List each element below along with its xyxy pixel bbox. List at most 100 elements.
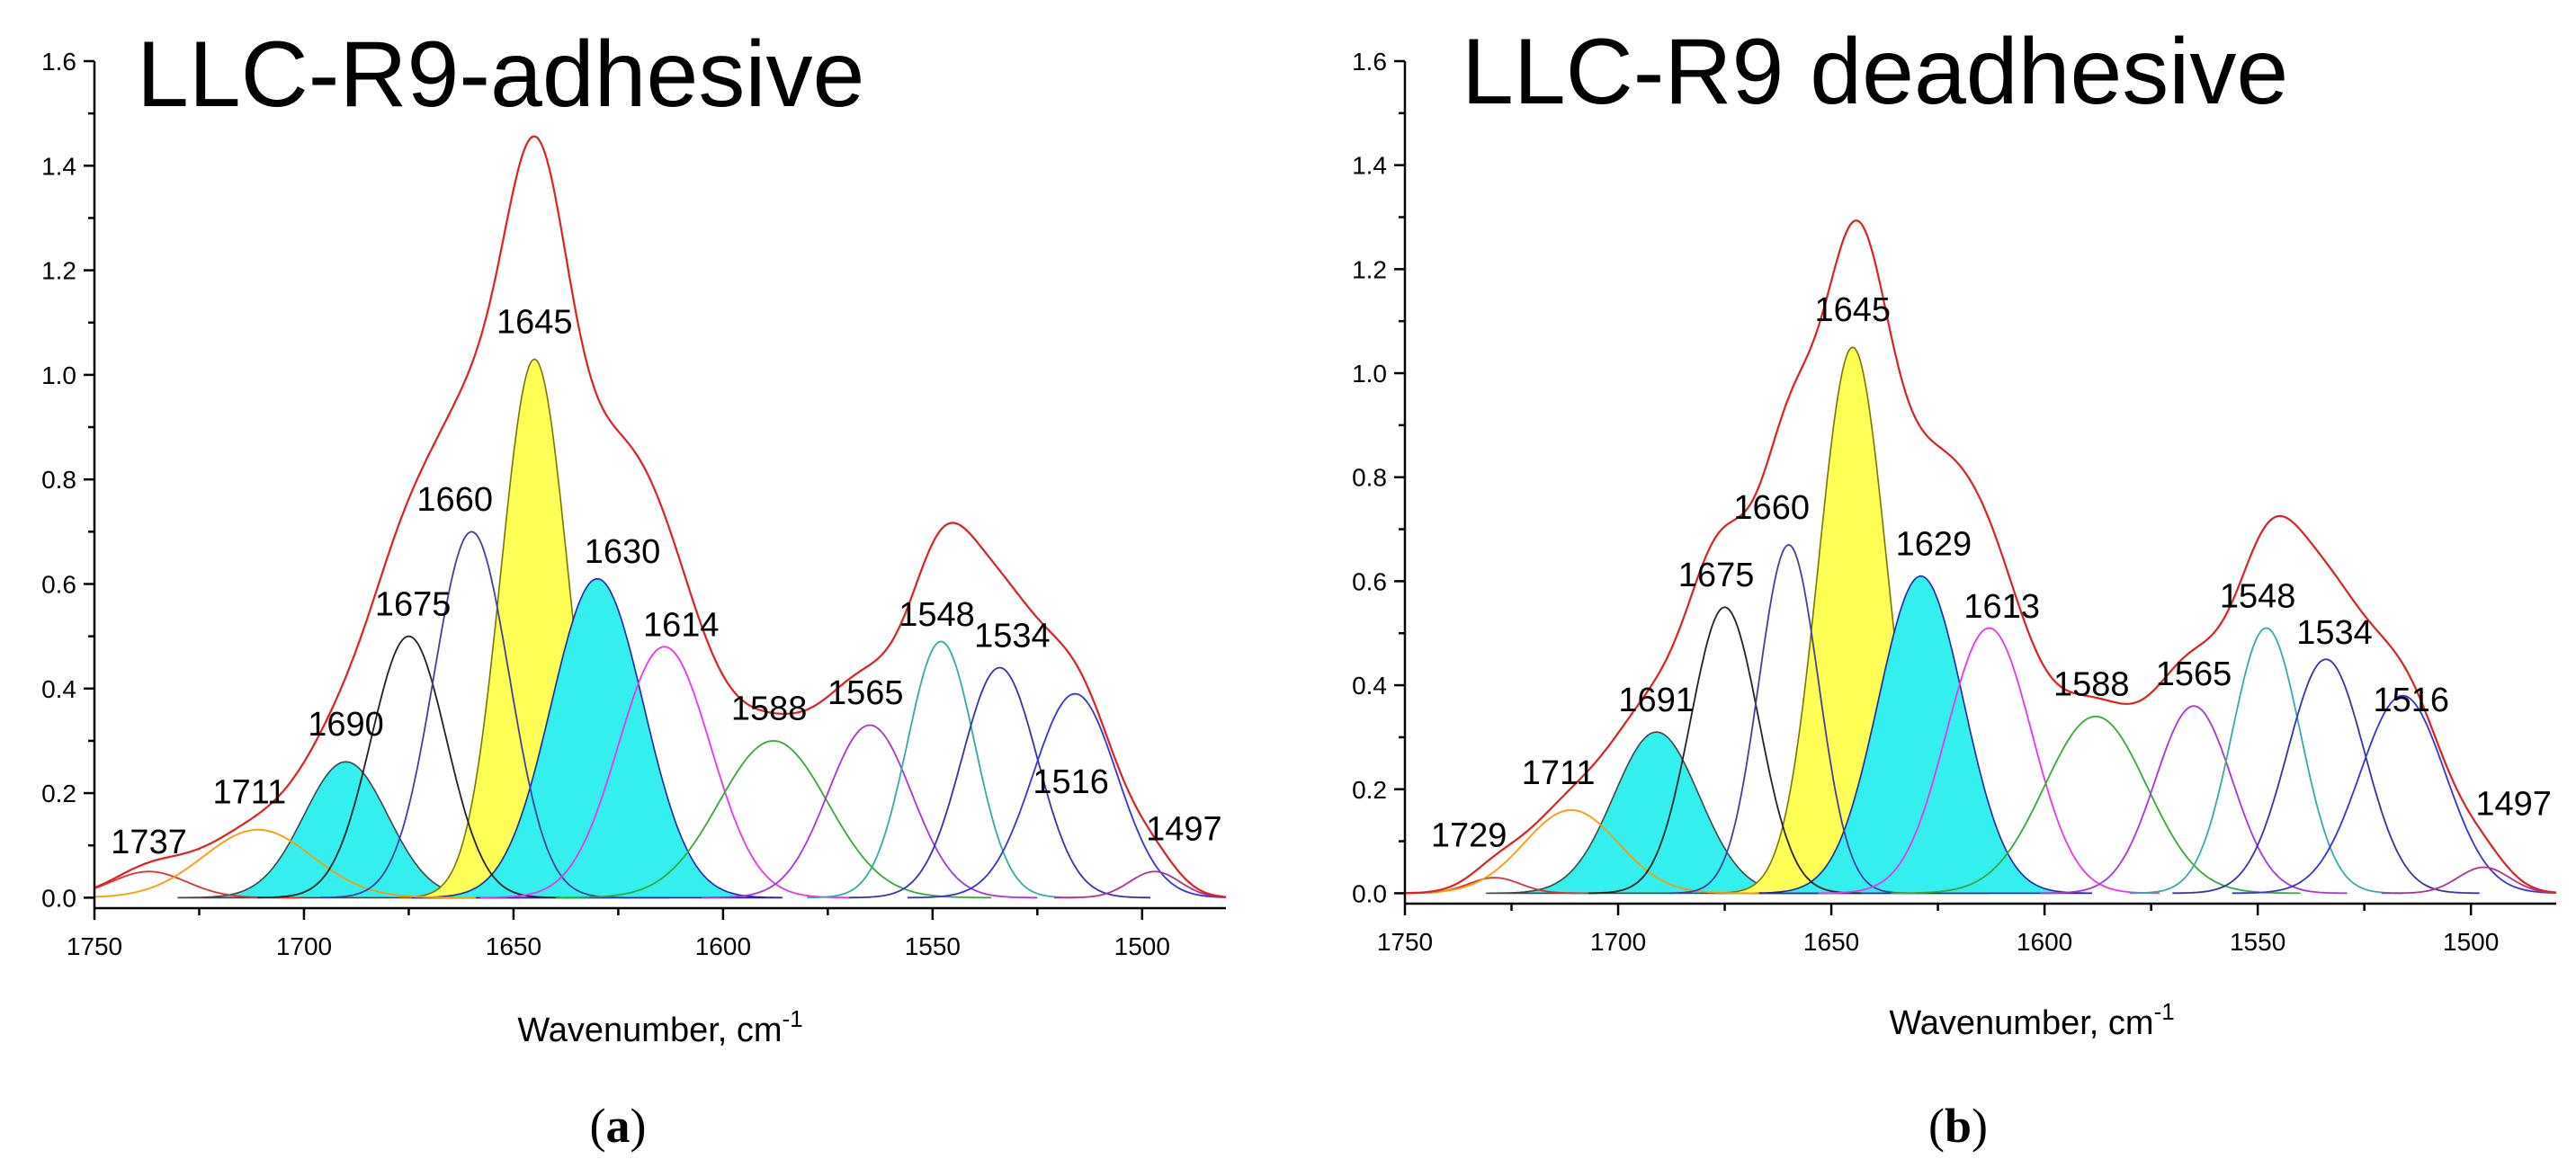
peak-label-1737: 1737 <box>111 824 187 861</box>
x-axis-label-text: Wavenumber, cm <box>1889 1004 2153 1042</box>
peak-1534-curve <box>848 666 1151 899</box>
peak-1630-fill <box>412 577 783 899</box>
peak-1565-curve <box>702 724 1038 899</box>
peak-1588-curve <box>555 739 992 899</box>
panel-label-letter: a <box>606 1099 631 1153</box>
peak-label-1534: 1534 <box>2296 614 2373 652</box>
y-tick-label: 0.4 <box>41 675 76 703</box>
panel-label-open: ( <box>1928 1099 1945 1153</box>
peak-1548-curve <box>2129 627 2403 895</box>
peak-label-1497: 1497 <box>1146 810 1222 848</box>
panel-label: (b) <box>1928 1099 1988 1153</box>
peak-label-1516: 1516 <box>2374 682 2450 719</box>
peak-label-1614: 1614 <box>643 607 720 645</box>
x-tick-label: 1700 <box>1590 928 1646 956</box>
peak-label-1565: 1565 <box>2156 655 2232 693</box>
x-axis-label: Wavenumber, cm-1 <box>517 1005 802 1049</box>
peak-1660-curve <box>1668 543 1909 895</box>
y-tick-label: 0.8 <box>41 466 76 494</box>
y-tick-label: 1.2 <box>41 257 76 285</box>
peak-label-1588: 1588 <box>2053 666 2130 704</box>
spectrum-chart-a: 0.0 0.2 0.4 0.6 0.8 1.0 1.2 1.4 1.6 1750 1700 1650 1… <box>41 22 1227 1153</box>
x-axis-label-superscript: -1 <box>783 1005 803 1032</box>
x-tick-label: 1650 <box>1803 928 1859 956</box>
y-tick-label: 1.0 <box>1352 360 1387 388</box>
panel-label-letter: b <box>1945 1099 1972 1153</box>
peak-1534-curve <box>2172 658 2480 895</box>
peak-label-1675: 1675 <box>1678 557 1755 594</box>
x-axis-label: Wavenumber, cm-1 <box>1889 998 2174 1042</box>
chart-panel-b: 0.0 0.2 0.4 0.6 0.8 1.0 1.2 1.4 1.6 1750 1700 1650 1… <box>1277 0 2576 1168</box>
peak-label-1645: 1645 <box>1815 291 1892 329</box>
peak-1548-curve <box>807 640 1076 899</box>
peak-1711-curve <box>94 828 476 899</box>
peak-1711-curve <box>1404 808 1759 895</box>
x-tick-label: 1500 <box>1114 932 1170 960</box>
x-tick-label: 1600 <box>695 932 751 960</box>
peak-label-1711: 1711 <box>213 774 287 812</box>
peak-label-1675: 1675 <box>375 585 452 623</box>
x-tick-label: 1500 <box>2443 928 2499 956</box>
y-tick-label: 1.4 <box>41 152 76 180</box>
envelope-curve <box>94 135 1227 898</box>
peak-1613-curve <box>1818 627 2160 895</box>
y-tick-label: 0.8 <box>1352 464 1387 492</box>
x-tick-label: 1600 <box>2017 928 2072 956</box>
panel-label-close: ) <box>631 1099 647 1153</box>
x-axis-label-superscript: -1 <box>2154 998 2175 1025</box>
peak-label-1497: 1497 <box>2475 786 2552 824</box>
x-tick-label: 1550 <box>2230 928 2285 956</box>
peak-label-1516: 1516 <box>1033 763 1109 801</box>
peak-label-1534: 1534 <box>974 617 1051 655</box>
y-tick-label: 0.0 <box>1352 879 1387 907</box>
peak-1516-curve <box>907 692 1226 899</box>
peak-label-1629: 1629 <box>1896 525 1972 563</box>
y-tick-label: 0.4 <box>1352 672 1387 700</box>
y-tick-label: 1.2 <box>1352 255 1387 283</box>
x-axis-label-text: Wavenumber, cm <box>517 1012 782 1049</box>
y-tick-label: 0.6 <box>41 570 76 598</box>
panel-label: (a) <box>590 1099 647 1153</box>
peak-label-1565: 1565 <box>827 674 904 712</box>
envelope-curve <box>1405 219 2557 895</box>
peak-1614-curve <box>479 646 849 899</box>
peak-1629-fill <box>1749 575 2093 895</box>
chart-panel-a: 0.0 0.2 0.4 0.6 0.8 1.0 1.2 1.4 1.6 1750 1700 1650 1… <box>0 0 1259 1168</box>
peak-1675-curve <box>1588 606 1862 895</box>
peak-label-1548: 1548 <box>2220 577 2296 615</box>
peak-label-1588: 1588 <box>731 691 808 728</box>
x-tick-label: 1650 <box>486 932 541 960</box>
peak-label-1548: 1548 <box>899 596 975 634</box>
x-tick-label: 1750 <box>67 932 122 960</box>
y-tick-label: 0.6 <box>1352 567 1387 595</box>
peak-label-1711: 1711 <box>1522 754 1596 792</box>
chart-title: LLC-R9-adhesive <box>137 22 864 127</box>
peak-label-1691: 1691 <box>1618 682 1695 719</box>
peak-label-1613: 1613 <box>1963 588 2040 626</box>
x-tick-label: 1700 <box>276 932 332 960</box>
chart-title: LLC-R9 deadhesive <box>1462 20 2288 124</box>
y-tick-label: 1.6 <box>41 48 76 76</box>
x-tick-label: 1750 <box>1377 928 1433 956</box>
peak-1565-curve <box>2040 705 2348 895</box>
x-tick-label: 1550 <box>905 932 961 960</box>
spectrum-chart-b: 0.0 0.2 0.4 0.6 0.8 1.0 1.2 1.4 1.6 1750 1700 1650 1… <box>1352 20 2557 1153</box>
peak-label-1660: 1660 <box>1733 489 1810 527</box>
peak-label-1630: 1630 <box>585 533 661 571</box>
peak-1497-curve <box>1054 870 1227 899</box>
peak-label-1645: 1645 <box>496 303 573 341</box>
y-tick-label: 0.2 <box>1352 776 1387 804</box>
peak-1660-curve <box>320 531 623 899</box>
y-tick-label: 0.2 <box>41 780 76 807</box>
peak-1588-curve <box>1891 715 2301 895</box>
y-tick-label: 0.0 <box>41 884 76 912</box>
peak-1497-curve <box>2381 866 2557 895</box>
panel-label-close: ) <box>1972 1099 1988 1153</box>
y-tick-label: 1.4 <box>1352 152 1387 180</box>
panel-label-open: ( <box>590 1099 606 1153</box>
peak-label-1690: 1690 <box>308 706 384 744</box>
y-tick-label: 1.0 <box>41 361 76 389</box>
peak-label-1729: 1729 <box>1431 816 1507 854</box>
peak-label-1660: 1660 <box>416 481 493 519</box>
peak-1516-curve <box>2232 694 2557 895</box>
